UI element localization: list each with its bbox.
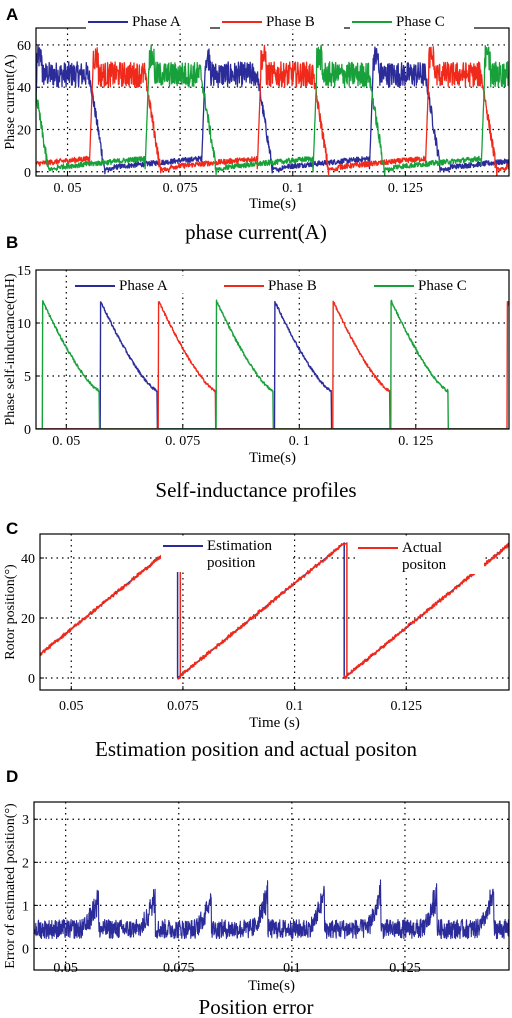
series-line-1 xyxy=(36,300,509,429)
y-tick-label: 20 xyxy=(17,123,31,138)
legend-bg xyxy=(372,276,490,293)
y-tick-label: 5 xyxy=(24,370,31,385)
legend-label-series-1: Estimation xyxy=(207,538,272,554)
x-tick-label: 0.075 xyxy=(163,961,195,976)
panel-A: A 0. 05 0. 075 0. 1 0. 125 0 20 40 60 Time(s) Phas… xyxy=(3,5,510,244)
x-tick-label: 0.1 xyxy=(283,961,301,976)
legend-bg xyxy=(220,11,344,29)
y-tick-label: 0 xyxy=(24,166,31,181)
x-tick-label: 0.125 xyxy=(391,699,423,714)
legend-label-phase-3: Phase C xyxy=(396,14,445,30)
panel-C: C 0.05 0.075 0.1 0.125 0 20 40 Time (s) Rotor pos… xyxy=(3,519,510,761)
x-tick-label: 0. 05 xyxy=(52,434,80,449)
y-tick-label: 10 xyxy=(17,317,31,332)
series-line-2 xyxy=(36,44,509,176)
x-axis-label: Time(s) xyxy=(249,196,296,212)
legend-bg xyxy=(222,276,340,293)
panel-letter: D xyxy=(6,767,18,786)
x-tick-label: 0. 075 xyxy=(163,181,198,196)
y-tick-label: 40 xyxy=(21,552,35,567)
x-tick-label: 0.05 xyxy=(53,961,78,976)
x-axis-label: Time (s) xyxy=(249,715,300,731)
y-tick-label: 3 xyxy=(22,813,29,828)
x-tick-label: 0.05 xyxy=(59,699,84,714)
panel-letter: C xyxy=(6,519,18,538)
x-tick-label: 0.1 xyxy=(286,699,304,714)
legend-label-phase-2: Phase B xyxy=(268,278,317,294)
x-tick-label: 0. 125 xyxy=(388,181,423,196)
y-axis-label: Phase current(A) xyxy=(3,54,18,150)
x-tick-label: 0.075 xyxy=(167,699,199,714)
legend-label-series-2: Actual xyxy=(402,540,442,556)
x-tick-label: 0. 125 xyxy=(398,434,433,449)
x-axis-label: Time(s) xyxy=(248,978,295,994)
plot-frame xyxy=(39,533,510,691)
legend-label-phase-1: Phase A xyxy=(119,278,168,294)
series-line-3 xyxy=(36,299,509,429)
legend-bg xyxy=(350,11,474,29)
plot-frame xyxy=(35,269,510,430)
y-tick-label: 2 xyxy=(22,856,29,871)
panel-letter: B xyxy=(6,233,18,252)
legend-bg xyxy=(161,536,289,572)
panel-letter: A xyxy=(6,5,18,24)
y-axis-label: Phase self-inductance(mH) xyxy=(3,273,18,425)
legend-bg xyxy=(86,11,210,29)
panel-caption: Self-inductance profiles xyxy=(155,478,356,502)
legend-bg xyxy=(356,538,484,574)
panel-caption: phase current(A) xyxy=(185,220,327,244)
y-tick-label: 60 xyxy=(17,39,31,54)
legend-bg xyxy=(73,276,191,293)
y-axis-label: Rotor position(°) xyxy=(3,564,18,660)
plot-frame xyxy=(33,801,510,971)
legend-label-phase-1: Phase A xyxy=(132,14,181,30)
panel-D: D 0.05 0.075 0.1 0.125 0 1 2 3 Time(s) Error of es… xyxy=(3,767,510,1018)
legend-label-phase-3: Phase C xyxy=(418,278,467,294)
x-tick-label: 0. 1 xyxy=(282,181,303,196)
legend-label-phase-2: Phase B xyxy=(266,14,315,30)
y-tick-label: 40 xyxy=(17,81,31,96)
y-tick-label: 0 xyxy=(22,942,29,957)
x-tick-label: 0.125 xyxy=(389,961,421,976)
series-line-3 xyxy=(36,44,509,176)
x-tick-label: 0. 05 xyxy=(54,181,82,196)
panel-caption: Position error xyxy=(199,995,314,1018)
series-line-2 xyxy=(40,540,509,680)
x-tick-label: 0. 1 xyxy=(289,434,310,449)
y-axis-label: Error of estimated position(°) xyxy=(3,803,18,969)
legend-label-series-2: positon xyxy=(402,557,447,573)
y-tick-label: 20 xyxy=(21,612,35,627)
y-tick-label: 15 xyxy=(17,264,31,279)
legend-label-series-1: position xyxy=(207,555,256,571)
panel-B: B 0. 05 0. 075 0. 1 0. 125 0 5 10 15 Time(s) Phase… xyxy=(3,233,510,502)
y-tick-label: 0 xyxy=(24,423,31,438)
series-line-1 xyxy=(34,879,509,940)
y-tick-label: 0 xyxy=(28,672,35,687)
panel-caption: Estimation position and actual positon xyxy=(95,737,417,761)
x-tick-label: 0. 075 xyxy=(165,434,200,449)
y-tick-label: 1 xyxy=(22,899,29,914)
x-axis-label: Time(s) xyxy=(249,450,296,466)
